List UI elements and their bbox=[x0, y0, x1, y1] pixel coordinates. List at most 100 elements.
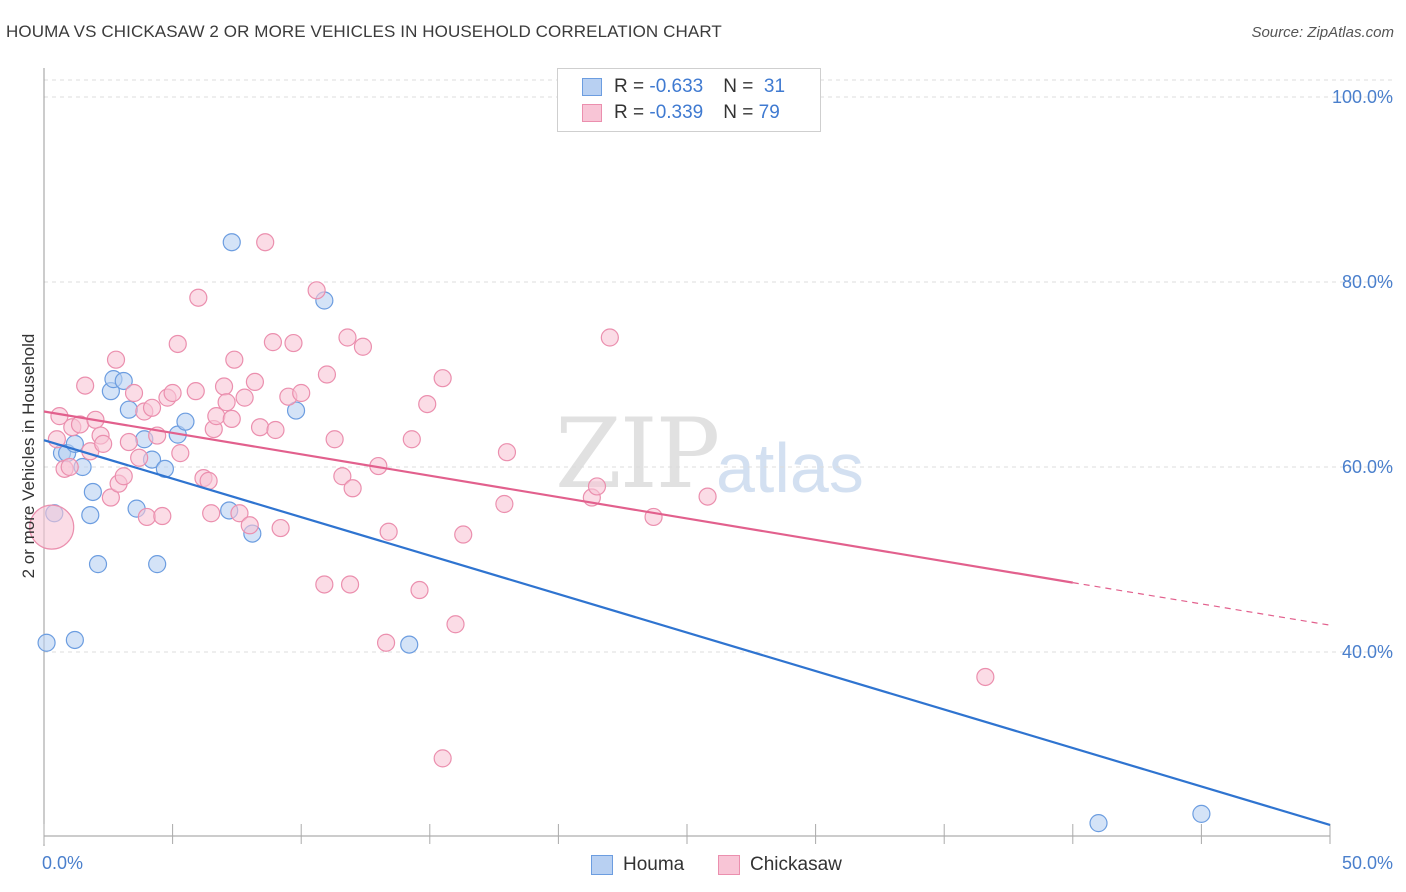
chart-title: HOUMA VS CHICKASAW 2 OR MORE VEHICLES IN… bbox=[6, 22, 722, 41]
houma-swatch bbox=[582, 78, 602, 96]
chickasaw-point bbox=[446, 615, 465, 634]
chickasaw-point bbox=[225, 350, 244, 369]
legend-n-value: 31 bbox=[758, 76, 786, 97]
y-tick-label: 40.0% bbox=[1342, 642, 1393, 662]
chickasaw-point bbox=[101, 488, 120, 507]
chickasaw-point bbox=[124, 383, 144, 403]
chickasaw-point bbox=[343, 479, 362, 498]
chickasaw-swatch bbox=[582, 104, 602, 122]
chickasaw-point bbox=[119, 432, 138, 452]
chickasaw-point bbox=[60, 457, 79, 477]
chickasaw-point bbox=[235, 388, 254, 407]
chickasaw-swatch bbox=[718, 855, 740, 875]
legend-r-value: -0.633 bbox=[649, 76, 704, 97]
houma-point bbox=[1192, 804, 1211, 823]
legend-label-chickasaw: Chickasaw bbox=[750, 854, 842, 875]
chickasaw-point bbox=[214, 377, 234, 396]
chickasaw-point bbox=[171, 444, 190, 463]
chickasaw-point bbox=[217, 393, 236, 412]
chickasaw-point bbox=[284, 333, 303, 353]
legend-row-houma: R = -0.633 N = 31 bbox=[582, 75, 785, 99]
stats-legend: R = -0.633 N = 31 R = -0.339 N = 79 bbox=[557, 68, 821, 132]
houma-point bbox=[176, 412, 195, 431]
chickasaw-point bbox=[202, 504, 221, 523]
chickasaw-point bbox=[240, 516, 259, 535]
houma-swatch bbox=[591, 855, 613, 875]
chickasaw-point bbox=[29, 504, 75, 550]
tick-labels: 100.0% 80.0% 60.0% 40.0% 0.0% 50.0% bbox=[42, 87, 1393, 873]
legend-label-houma: Houma bbox=[623, 854, 685, 875]
chickasaw-point bbox=[106, 350, 126, 369]
chickasaw-point bbox=[340, 575, 360, 594]
chickasaw-point bbox=[186, 382, 205, 401]
chickasaw-point bbox=[230, 504, 249, 523]
legend-row-chickasaw: R = -0.339 N = 79 bbox=[582, 101, 780, 125]
legend-item-chickasaw: Chickasaw bbox=[718, 852, 842, 878]
legend-n-label: N = bbox=[723, 102, 759, 123]
houma-point bbox=[119, 400, 138, 419]
houma-point bbox=[37, 633, 56, 652]
legend-r-label: R = bbox=[614, 102, 650, 123]
chickasaw-point bbox=[245, 372, 265, 391]
chickasaw-point bbox=[137, 507, 156, 527]
houma-point bbox=[81, 505, 100, 525]
chickasaw-point bbox=[338, 328, 357, 347]
chickasaw-point bbox=[454, 525, 473, 544]
x-tick-label: 0.0% bbox=[42, 853, 83, 873]
chickasaw-point bbox=[153, 506, 172, 526]
chickasaw-point bbox=[222, 409, 241, 428]
x-tick-label: 50.0% bbox=[1342, 853, 1393, 873]
chickasaw-point bbox=[333, 467, 352, 486]
y-tick-label: 60.0% bbox=[1342, 457, 1393, 477]
houma-point bbox=[222, 233, 241, 252]
chickasaw-point bbox=[266, 420, 285, 440]
chickasaw-point bbox=[353, 337, 373, 356]
chickasaw-point bbox=[976, 667, 995, 687]
chickasaw-point bbox=[317, 365, 337, 384]
chickasaw-point bbox=[76, 376, 95, 395]
chickasaw-point bbox=[495, 494, 514, 514]
houma-point bbox=[400, 635, 419, 654]
y-axis-label: 2 or more Vehicles in Household bbox=[19, 334, 38, 579]
chickasaw-point bbox=[168, 334, 187, 354]
chickasaw-point bbox=[376, 633, 396, 652]
legend-item-houma: Houma bbox=[591, 852, 684, 878]
chickasaw-point bbox=[163, 383, 182, 403]
chickasaw-point bbox=[433, 369, 452, 388]
houma-point bbox=[83, 482, 102, 502]
chickasaw-point bbox=[292, 383, 311, 403]
chickasaw-point bbox=[307, 281, 326, 300]
chickasaw-point bbox=[263, 333, 283, 352]
trend-lines bbox=[43, 410, 1331, 827]
grid-lines bbox=[44, 79, 1394, 653]
y-tick-label: 80.0% bbox=[1342, 272, 1393, 292]
legend-n-value: 79 bbox=[758, 102, 780, 123]
chickasaw-point bbox=[410, 580, 429, 600]
chickasaw-trend-extension bbox=[1072, 582, 1331, 626]
watermark-atlas: atlas bbox=[716, 429, 864, 507]
chickasaw-point bbox=[698, 487, 717, 506]
chickasaw-point bbox=[418, 395, 437, 414]
watermark-zip: ZIP bbox=[555, 398, 720, 510]
houma-point bbox=[88, 555, 108, 574]
chickasaw-point bbox=[497, 443, 517, 462]
chickasaw-point bbox=[325, 430, 344, 449]
houma-point bbox=[1089, 814, 1108, 833]
axes bbox=[43, 68, 1331, 846]
chickasaw-point bbox=[189, 288, 208, 307]
chickasaw-point bbox=[250, 418, 270, 437]
chickasaw-point bbox=[402, 430, 421, 449]
chickasaw-point bbox=[130, 448, 149, 467]
chickasaw-point bbox=[433, 749, 452, 768]
chickasaw-point bbox=[114, 467, 133, 486]
legend-n-label: N = bbox=[723, 76, 759, 97]
houma-point bbox=[65, 630, 84, 650]
chickasaw-point bbox=[256, 233, 275, 252]
chickasaw-point bbox=[315, 575, 334, 594]
chickasaw-point bbox=[271, 518, 290, 538]
y-tick-label: 100.0% bbox=[1332, 87, 1393, 107]
houma-point bbox=[148, 555, 167, 574]
legend-r-value: -0.339 bbox=[649, 102, 704, 123]
houma-point bbox=[286, 401, 306, 420]
